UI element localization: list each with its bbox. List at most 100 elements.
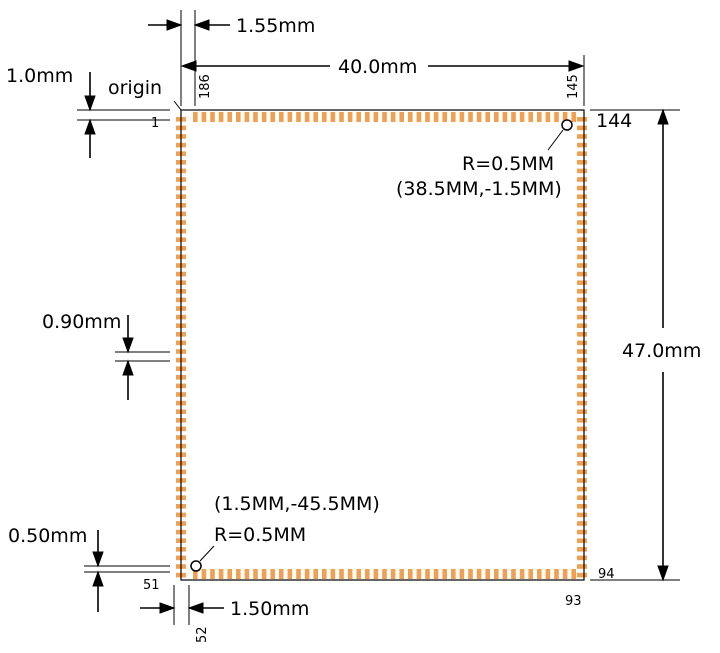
pad (365, 112, 370, 122)
pad (577, 426, 587, 432)
pad (577, 538, 587, 543)
pad (577, 564, 587, 569)
pad (201, 569, 207, 579)
pad (339, 112, 344, 122)
pad (244, 112, 250, 122)
pad (304, 569, 310, 579)
dim-height-arrowhead-top (657, 108, 669, 125)
pad (416, 112, 422, 122)
pad (399, 112, 404, 122)
pad (511, 112, 516, 122)
pad (390, 569, 396, 579)
pad (577, 366, 587, 371)
pad (451, 112, 456, 122)
pad (425, 112, 430, 122)
pad (322, 112, 327, 122)
pad (330, 112, 336, 122)
pad (253, 112, 258, 122)
pad (577, 357, 587, 363)
pad (356, 112, 361, 122)
fiducial-bottom-left (190, 560, 202, 572)
pad (502, 112, 508, 122)
pad (253, 569, 258, 579)
pad (562, 569, 568, 579)
pad (502, 569, 508, 579)
pad (577, 314, 587, 320)
pad (577, 400, 587, 406)
dim-top-arrowhead-left (166, 19, 183, 31)
pad (577, 555, 587, 561)
pad (577, 280, 587, 285)
pad (244, 569, 250, 579)
pad (442, 112, 447, 122)
pad (261, 569, 267, 579)
dim-width-arrowhead-left (180, 60, 197, 72)
pad (577, 452, 587, 457)
pad (577, 349, 587, 354)
dim-origin-arrowhead-bottom (84, 118, 96, 135)
pad (545, 569, 551, 579)
dim-height-arrowhead-bottom (657, 565, 669, 582)
pad (577, 495, 587, 500)
pad (545, 112, 551, 122)
pad (494, 569, 499, 579)
pad (577, 185, 587, 191)
pad (537, 569, 542, 579)
pad (577, 228, 587, 234)
fiducial-bottom-left-leader (199, 545, 215, 562)
pad (577, 237, 587, 242)
pad-column-right (577, 117, 587, 578)
pad (433, 569, 439, 579)
pad (577, 383, 587, 389)
pad (322, 569, 327, 579)
board-outline (180, 109, 585, 581)
pad (408, 112, 413, 122)
pad-row-top (193, 112, 576, 122)
pin-label-186: 186 (198, 74, 213, 99)
pad (236, 112, 241, 122)
pad (347, 112, 353, 122)
pad (313, 112, 318, 122)
pad (227, 569, 232, 579)
pad (365, 569, 370, 579)
pad (287, 112, 293, 122)
pad (210, 112, 215, 122)
dim-pitch-arrowhead-bottom (122, 359, 134, 376)
pad (201, 112, 207, 122)
fiducial-bottom-left-radius: R=0.5MM (214, 524, 306, 546)
pin-pitch-label: 0.90mm (42, 311, 121, 333)
pad (528, 112, 533, 122)
pad (571, 112, 576, 122)
pad (356, 569, 361, 579)
pad (382, 569, 387, 579)
pad (577, 151, 587, 156)
pad (577, 246, 587, 251)
pad (577, 512, 587, 518)
pad (537, 112, 542, 122)
dim-top-arrowhead-right (193, 19, 210, 31)
pad (577, 529, 587, 535)
pad (577, 194, 587, 199)
pad (577, 297, 587, 303)
pad (347, 569, 353, 579)
pad (279, 112, 284, 122)
dim-width-label: 40.0mm (338, 56, 417, 78)
pad (577, 211, 587, 217)
pad (390, 112, 396, 122)
dim-pitch-arrowhead-top (122, 337, 134, 354)
fiducial-bottom-left-coord: (1.5MM,-45.5MM) (214, 493, 380, 515)
pad (459, 569, 465, 579)
pad (519, 112, 525, 122)
pad (577, 340, 587, 346)
pad (577, 168, 587, 174)
dim-origin-arrowhead-top (84, 95, 96, 112)
pad (433, 112, 439, 122)
fiducial-top-right-leader (547, 129, 564, 151)
pad (279, 569, 284, 579)
pad-width-label: 0.50mm (8, 525, 87, 547)
pin-label-51: 51 (143, 578, 160, 593)
pin-label-93: 93 (565, 594, 582, 609)
pad (373, 569, 379, 579)
pad (287, 569, 293, 579)
